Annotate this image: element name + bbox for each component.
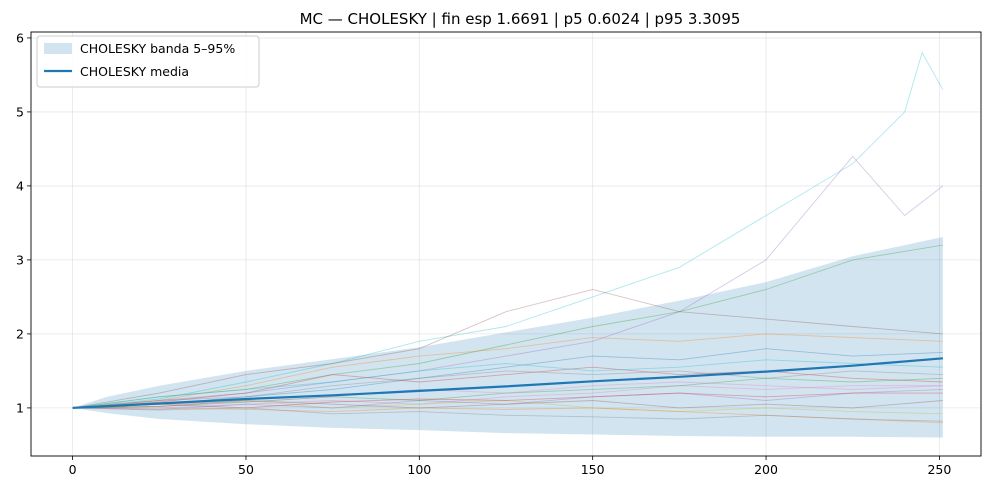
chart-title: MC — CHOLESKY | fin esp 1.6691 | p5 0.60… [300,10,741,28]
sample-path-line [72,407,943,424]
mean-layer [72,357,943,409]
band-layer [72,237,943,438]
sample-path-line [72,385,943,409]
sample-path-line [72,370,943,409]
sample-path-line [72,366,943,409]
y-tick-label: 2 [16,326,24,341]
sample-path-line [72,51,944,409]
sample-path-line [72,155,944,409]
sample-path-line [72,289,943,409]
y-tick-label: 1 [16,400,24,415]
y-axis: 1 2 3 4 5 6 [16,30,31,415]
legend-band-swatch [44,43,72,54]
sample-path-line [72,392,943,409]
legend-box [36,35,260,88]
sample-path-line [72,333,943,409]
mean-line [72,357,943,409]
plot-frame [30,31,982,457]
sample-path-line [72,348,943,409]
x-tick-label: 250 [927,462,951,477]
x-tick-label: 100 [407,462,431,477]
x-tick-label: 50 [238,462,254,477]
sample-path-line [72,377,943,409]
y-tick-label: 5 [16,104,24,119]
sample-path-line [72,388,943,410]
x-tick-label: 0 [69,462,77,477]
grid [31,32,981,456]
y-tick-label: 6 [16,30,24,45]
sample-path-line [72,244,943,409]
x-tick-label: 150 [581,462,605,477]
y-tick-label: 3 [16,252,24,267]
y-tick-label: 4 [16,178,24,193]
band-area [72,237,943,438]
x-axis: 0 50 100 150 200 250 [69,456,951,477]
sample-path-line [72,400,943,409]
sample-path-line [72,400,943,415]
x-tick-label: 200 [754,462,778,477]
legend-mean-label: CHOLESKY media [80,64,189,79]
legend-band-label: CHOLESKY banda 5–95% [80,41,235,56]
sample-paths [72,51,944,424]
legend: CHOLESKY banda 5–95% CHOLESKY media [36,35,260,88]
sample-path-line [72,381,943,409]
sample-path-line [72,407,943,422]
sample-path-line [72,359,943,409]
